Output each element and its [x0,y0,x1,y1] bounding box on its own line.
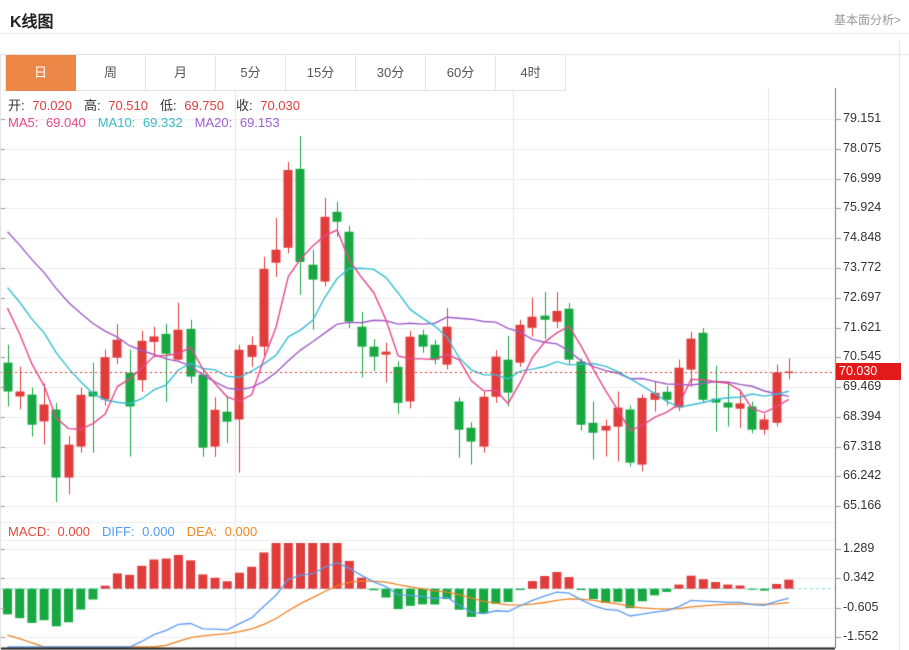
y-axis-tick-label: 67.318 [843,438,882,453]
y-axis-tick-label: 73.772 [843,259,882,274]
readout-value: 69.040 [42,115,86,130]
current-price-tag: 70.030 [836,363,901,380]
y-axis-tick-label: 69.469 [843,379,882,394]
y-axis-tick-label: -0.605 [843,599,879,614]
y-axis-tick-label: 74.848 [843,230,882,245]
macd-readout: MACD: 0.000 DIFF: 0.000 DEA: 0.000 [8,524,269,539]
y-axis-tick-label: 79.151 [843,111,882,125]
readout-label: 低: [160,98,177,113]
y-axis-tick-label: 75.924 [843,200,882,215]
y-axis-tick-label: 76.999 [843,170,882,185]
y-axis-tick-label: 65.166 [843,498,882,513]
y-axis-tick-label: -1.552 [843,629,879,644]
readout-value: 0.000 [138,524,175,539]
readout-value: 69.153 [236,115,280,130]
readout-value: 70.030 [256,98,300,113]
readout-value: 70.020 [28,98,72,113]
readout-label: MACD: [8,524,50,539]
readout-label: MA10: [97,115,136,130]
widget-header: K线图 基本面分析> [0,0,909,34]
readout-label: MA5: [8,115,39,130]
readout-label: DEA: [186,524,218,539]
tab-日[interactable]: 日 [6,55,76,91]
tab-周[interactable]: 周 [76,55,146,91]
y-axis-tick-label: 78.075 [843,140,882,155]
y-axis-tick-label: 1.289 [843,540,875,555]
y-axis-tick-label: 66.242 [843,468,882,483]
readout-value: 69.750 [180,98,224,113]
fundamental-analysis-link[interactable]: 基本面分析> [833,13,901,27]
readout-value: 0.000 [53,524,91,539]
y-axis-tick-label: 70.545 [843,349,882,364]
readout-value: 69.332 [139,115,183,130]
y-axis-tick-label: 0.342 [843,570,875,585]
ma-readout: MA5: 69.040 MA10: 69.332 MA20: 69.153 [8,115,292,130]
readout-label: MA20: [194,115,233,130]
tab-5分[interactable]: 5分 [216,55,286,91]
readout-label: 高: [84,98,101,113]
readout-label: 开: [8,98,25,113]
ohlc-readout: 开: 70.020 高: 70.510 低: 69.750 收: 70.030 [8,95,312,114]
tab-15分[interactable]: 15分 [286,55,356,91]
readout-label: DIFF: [102,524,135,539]
tab-4时[interactable]: 4时 [496,55,566,91]
tab-60分[interactable]: 60分 [426,55,496,91]
y-axis-tick-label: 71.621 [843,319,882,334]
y-axis-tick-label: 68.394 [843,408,882,423]
readout-value: 0.000 [221,524,258,539]
page-title: K线图 [10,14,54,31]
tab-30分[interactable]: 30分 [356,55,426,91]
readout-value: 70.510 [104,98,148,113]
y-axis-tick-label: 72.697 [843,289,882,304]
interval-tabs: 日周月 5分 15分 30分 60分 4时 [5,54,566,91]
readout-label: 收: [236,98,253,113]
tab-月[interactable]: 月 [146,55,216,91]
